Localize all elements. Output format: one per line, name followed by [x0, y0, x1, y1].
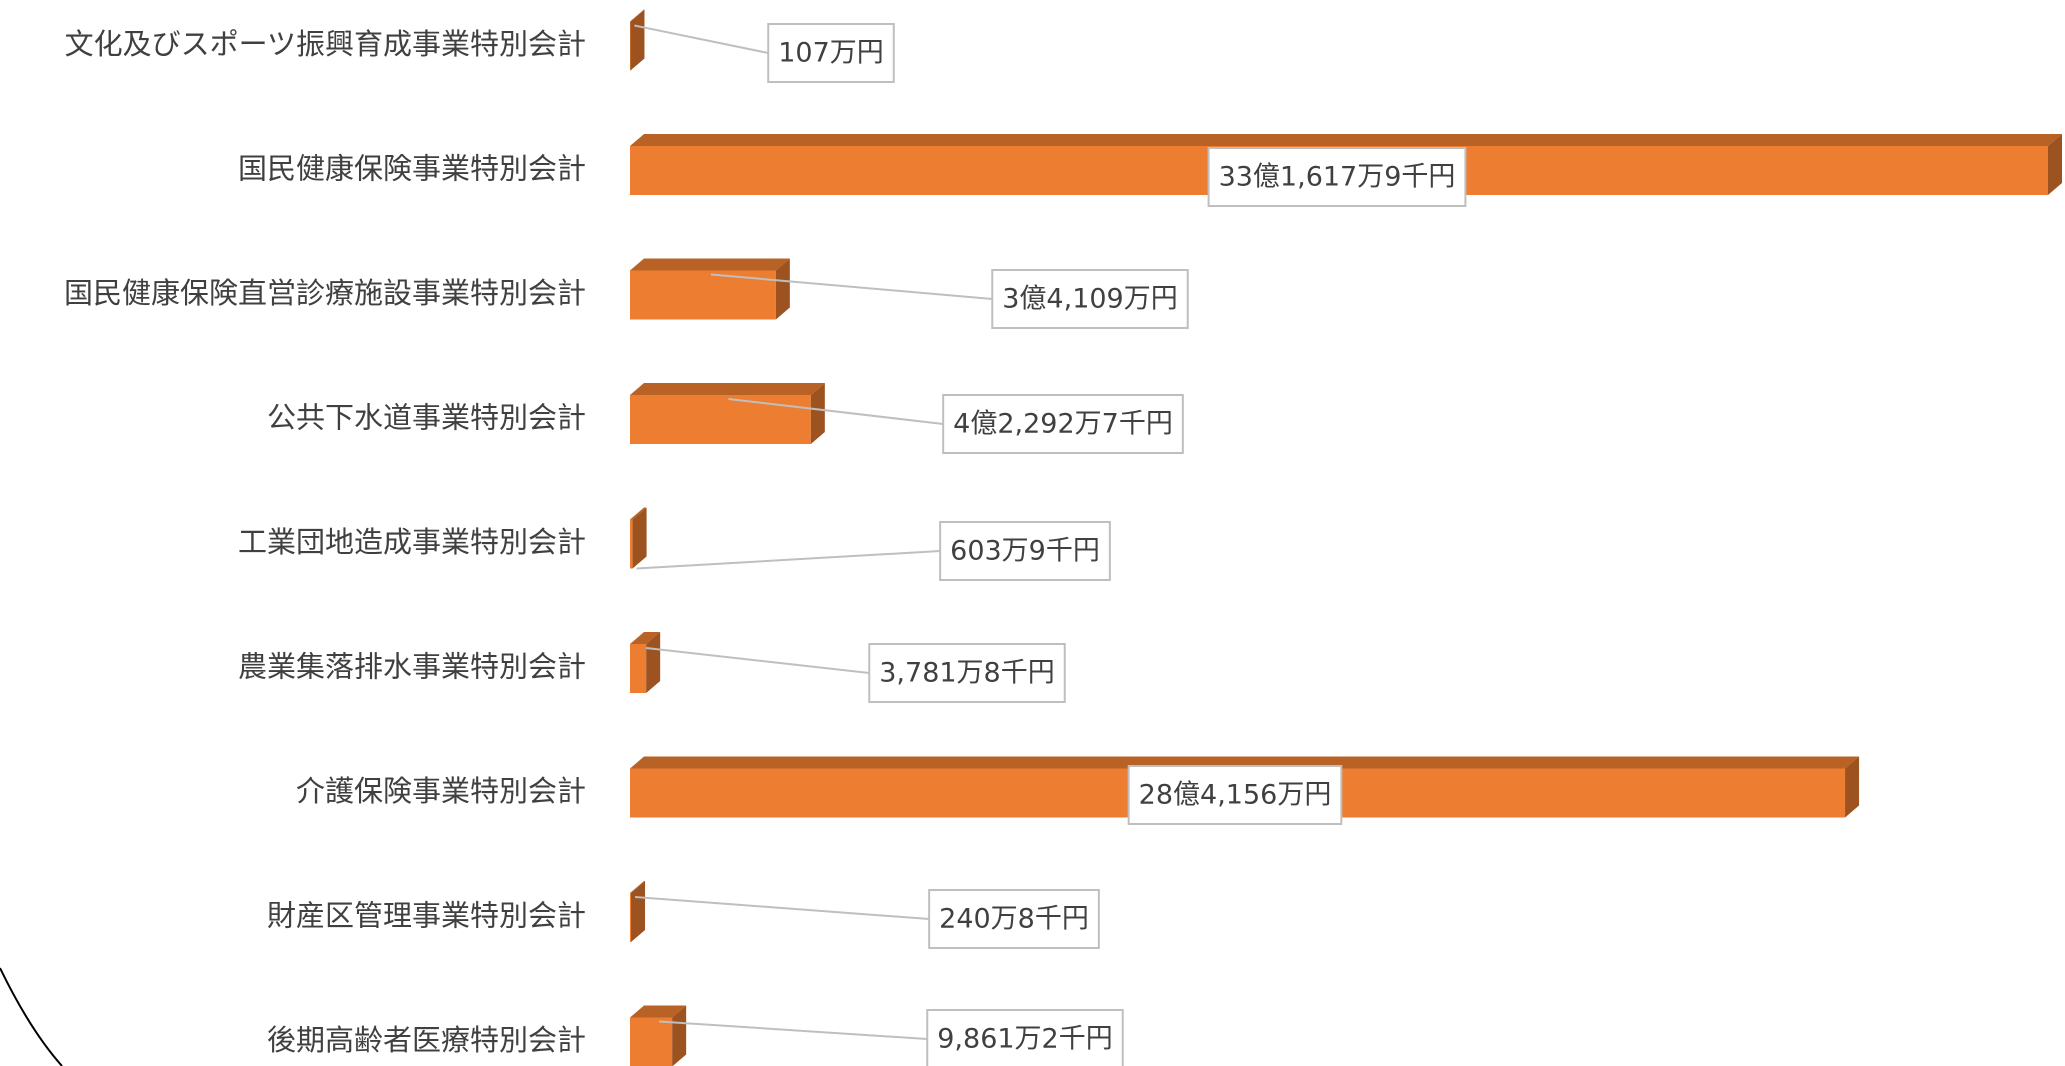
- data-label: 28億4,156万円: [1139, 780, 1332, 811]
- label-box: [991, 269, 1189, 329]
- bar-side: [810, 383, 825, 444]
- data-label: 3億4,109万円: [1002, 284, 1177, 315]
- label-box: [767, 23, 895, 83]
- bar-top: [630, 507, 647, 520]
- bar-side: [1845, 756, 1860, 818]
- data-label: 4億2,292万7千円: [953, 409, 1173, 440]
- bar-top: [630, 632, 661, 644]
- data-label-group: 9,861万2千円: [659, 1009, 1124, 1066]
- bar: [630, 1005, 687, 1066]
- leader-line: [634, 24, 769, 54]
- category-label: 文化及びスポーツ振興育成事業特別会計: [65, 27, 586, 61]
- label-box: [928, 889, 1100, 949]
- data-label-group: 3,781万8千円: [645, 643, 1066, 703]
- bar-side: [646, 632, 661, 693]
- leader-line: [659, 1020, 928, 1040]
- bar: [630, 507, 647, 569]
- bar-top: [630, 383, 825, 395]
- label-box: [1207, 147, 1467, 207]
- bar: [630, 383, 825, 444]
- data-label: 9,861万2千円: [937, 1024, 1112, 1055]
- bar-side: [631, 881, 646, 942]
- data-label: 3,781万8千円: [879, 658, 1054, 689]
- bar-top: [630, 258, 790, 271]
- bar-top: [630, 756, 1860, 769]
- bar-top: [630, 9, 645, 22]
- bar-top: [630, 134, 2062, 146]
- bar: [630, 258, 790, 320]
- bar-side: [672, 1005, 687, 1066]
- bar-top: [630, 881, 646, 893]
- bar-side: [630, 9, 645, 71]
- label-box: [939, 521, 1111, 581]
- data-label: 33億1,617万9千円: [1219, 162, 1456, 193]
- leader-line: [645, 647, 870, 674]
- category-label: 農業集落排水事業特別会計: [238, 650, 586, 684]
- label-box: [926, 1009, 1124, 1066]
- data-label-group: 107万円: [634, 23, 895, 83]
- label-box: [942, 394, 1184, 454]
- bar-side: [632, 507, 647, 569]
- bar-front: [630, 519, 633, 569]
- bar-front: [630, 395, 811, 444]
- bar-top: [630, 1005, 687, 1018]
- bar: [630, 881, 646, 942]
- data-label-group: 4億2,292万7千円: [728, 394, 1184, 454]
- leader-line: [634, 896, 930, 920]
- data-label-group: 33億1,617万9千円: [1207, 147, 1467, 207]
- bar: [630, 632, 661, 693]
- bar-front: [630, 644, 647, 693]
- data-label-group: 603万9千円: [636, 521, 1111, 581]
- bar: [630, 9, 645, 71]
- data-label: 240万8千円: [939, 904, 1089, 935]
- leader-line: [710, 273, 993, 300]
- leader-line: [728, 398, 944, 425]
- category-label: 財産区管理事業特別会計: [267, 899, 586, 933]
- decor-arc: [0, 967, 63, 1066]
- category-label: 介護保険事業特別会計: [296, 774, 586, 808]
- label-box: [868, 643, 1066, 703]
- category-label: 国民健康保険事業特別会計: [238, 152, 586, 186]
- bar-front: [630, 893, 632, 942]
- data-label-group: 3億4,109万円: [710, 269, 1189, 329]
- leader-line: [636, 550, 941, 570]
- data-label-group: 240万8千円: [634, 889, 1100, 949]
- category-label: 工業団地造成事業特別会計: [238, 525, 586, 559]
- bar-side: [2048, 134, 2062, 195]
- category-label: 後期高齢者医療特別会計: [267, 1023, 586, 1057]
- data-label: 603万9千円: [950, 536, 1100, 567]
- category-label: 国民健康保険直営診療施設事業特別会計: [64, 276, 586, 310]
- bar-side: [775, 258, 790, 320]
- data-label-group: 28億4,156万円: [1127, 765, 1343, 825]
- category-label: 公共下水道事業特別会計: [267, 401, 586, 435]
- data-label: 107万円: [778, 38, 884, 69]
- label-box: [1127, 765, 1343, 825]
- bar-front: [630, 1017, 673, 1066]
